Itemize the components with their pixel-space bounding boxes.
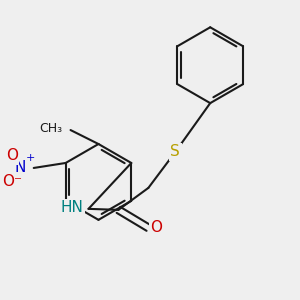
Text: O⁻: O⁻ xyxy=(2,174,22,189)
Text: N: N xyxy=(14,160,26,175)
Text: HN: HN xyxy=(61,200,83,215)
Text: S: S xyxy=(170,145,180,160)
Text: O: O xyxy=(6,148,18,164)
Text: +: + xyxy=(26,153,35,163)
Text: O: O xyxy=(150,220,162,235)
Text: CH₃: CH₃ xyxy=(39,122,63,135)
